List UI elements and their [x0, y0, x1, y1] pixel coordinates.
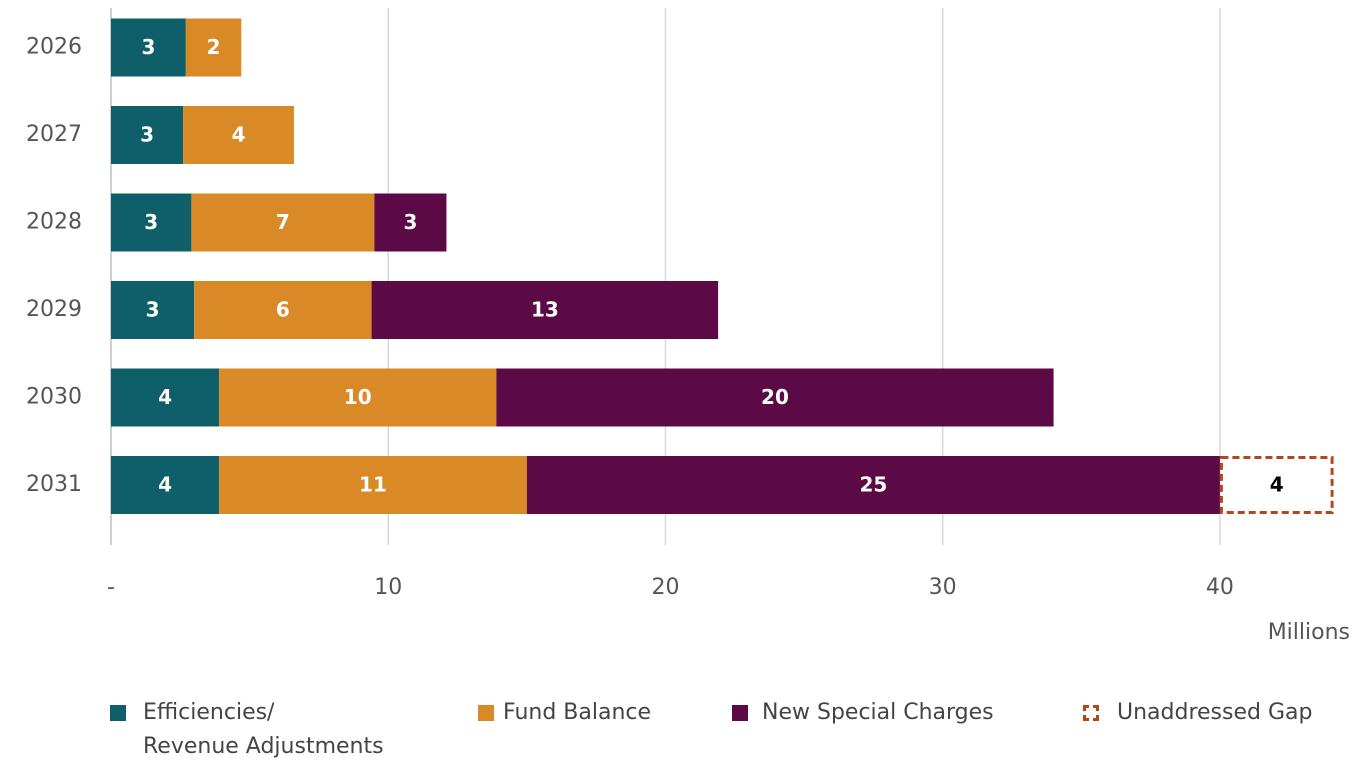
x-tick-label: 20 [651, 575, 679, 600]
y-tick-label: 2030 [26, 385, 82, 410]
legend-label: Unaddressed Gap [1117, 700, 1313, 725]
data-label: 4 [1270, 473, 1284, 497]
bar-segment [219, 368, 497, 427]
bar-segment [374, 193, 447, 252]
x-tick-label: 30 [929, 575, 957, 600]
bar-segment [111, 106, 184, 164]
data-label: 2 [207, 35, 221, 59]
bar-segment [371, 281, 719, 339]
bar-segment [183, 106, 294, 164]
bar-segment [194, 281, 372, 339]
bar-segment [1219, 456, 1334, 514]
legend-swatch [732, 705, 748, 721]
bar-segment [496, 368, 1054, 427]
y-tick-label: 2028 [26, 210, 82, 235]
legend-swatch [478, 705, 494, 721]
data-label: 4 [232, 123, 246, 147]
data-label: 3 [146, 298, 160, 322]
data-label: 3 [403, 210, 417, 234]
bar-segment [219, 456, 527, 514]
bar-segment [111, 368, 220, 427]
data-label: 7 [276, 210, 290, 234]
data-label: 6 [276, 298, 290, 322]
bar-segment [191, 193, 375, 252]
data-label: 25 [859, 473, 887, 497]
data-label: 20 [761, 385, 789, 409]
bar-segment [111, 193, 192, 252]
x-tick-label: 40 [1206, 575, 1234, 600]
legend-label: Fund Balance [503, 700, 652, 725]
y-tick-label: 2031 [26, 472, 82, 497]
legend-label: New Special Charges [762, 700, 994, 725]
legend-swatch [1083, 705, 1099, 721]
y-tick-label: 2029 [26, 297, 82, 322]
data-label: 10 [344, 385, 372, 409]
data-label: 3 [140, 123, 154, 147]
legend-label: Efficiencies/ Revenue Adjustments [143, 700, 384, 759]
x-tick-label: - [107, 575, 115, 600]
y-tick-label: 2026 [26, 35, 82, 60]
data-label: 4 [158, 473, 172, 497]
bar-segment [526, 456, 1220, 514]
data-label: 13 [531, 298, 559, 322]
y-tick-label: 2027 [26, 122, 82, 147]
data-label: 4 [158, 385, 172, 409]
bar-segment [111, 456, 220, 514]
data-label: 3 [141, 35, 155, 59]
legend-swatch [110, 705, 126, 721]
data-label: 11 [359, 473, 387, 497]
x-tick-label: 10 [374, 575, 402, 600]
bar-segment [111, 281, 195, 339]
bar-segment [185, 18, 242, 77]
data-label: 3 [144, 210, 158, 234]
x-axis-label: Millions [1268, 620, 1350, 640]
bar-segment [111, 18, 186, 77]
